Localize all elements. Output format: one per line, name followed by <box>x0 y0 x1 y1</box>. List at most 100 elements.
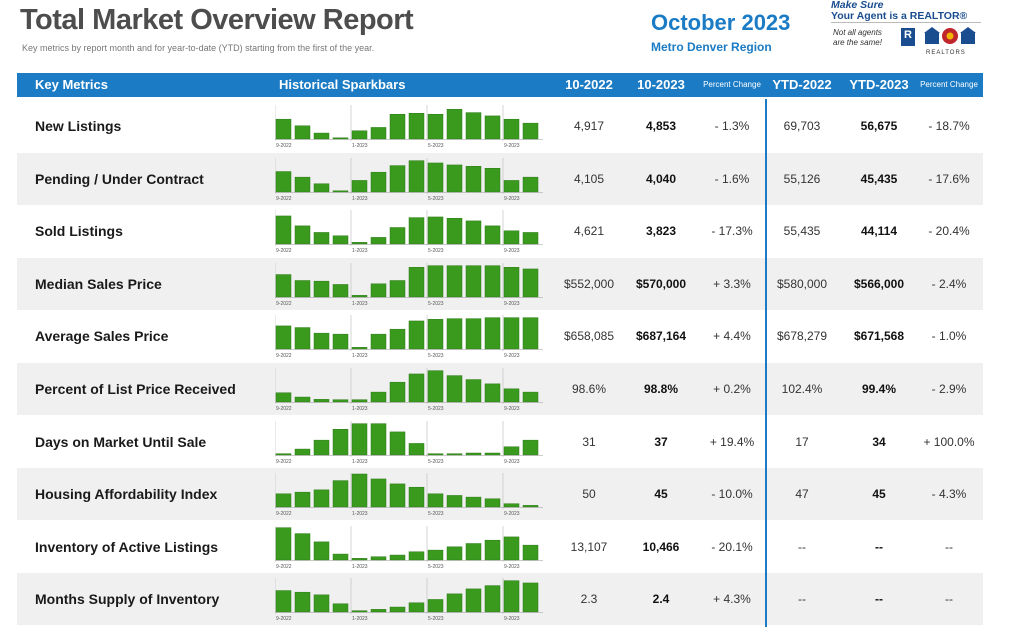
report-month: October 2023 <box>651 10 791 35</box>
sparkbar-bar <box>275 392 292 403</box>
brand-note-1: Not all agents <box>833 28 882 37</box>
value-period-1: 13,107 <box>570 539 608 554</box>
sparkbar-bar <box>332 553 349 561</box>
table-row: Median Sales Price 9-2022 1-2023 5-2023 9-20… <box>17 257 983 310</box>
sparkbar-bar <box>503 317 520 350</box>
value-percent-change: + 3.3% <box>713 276 751 291</box>
metric-name: Inventory of Active Listings <box>35 538 219 555</box>
table-row: Months Supply of Inventory 9-2022 1-2023 5-… <box>17 573 983 626</box>
metric-name: Sold Listings <box>35 223 123 240</box>
sparkbar-bar <box>522 439 539 455</box>
value-ytd-percent-change: - 18.7% <box>928 119 970 133</box>
value-ytd-percent-change: -- <box>945 592 953 607</box>
value-ytd-2: -- <box>875 592 883 607</box>
ytd-divider <box>765 99 767 627</box>
sparkbar-tick-label: 9-2023 <box>504 564 520 570</box>
value-ytd-2: 56,675 <box>860 119 898 133</box>
value-ytd-2: 34 <box>872 434 886 449</box>
value-period-2: 3,823 <box>645 224 677 239</box>
sparkbar-bar <box>522 232 539 245</box>
sparkbar-tick-label: 9-2022 <box>276 564 292 570</box>
value-period-2: 4,040 <box>645 171 677 186</box>
sparkbar-tick-label: 5-2023 <box>428 564 444 570</box>
sparkbar-tick-label: 9-2023 <box>504 459 520 465</box>
logo-roof-left <box>924 27 940 33</box>
sparkbar-bar <box>427 549 444 561</box>
value-ytd-2: $671,568 <box>853 329 905 344</box>
sparkbar-bar <box>503 536 520 561</box>
value-ytd-percent-change: - 20.4% <box>928 224 970 239</box>
sparkbar-bar <box>522 122 539 140</box>
sparkbar-bar <box>351 242 368 245</box>
sparkbar-bar <box>446 453 463 455</box>
sparkbar-bar <box>294 176 311 192</box>
sparkbar-tick-label: 9-2023 <box>504 143 520 149</box>
sparkbar-bar <box>503 230 520 245</box>
sparkbar-bar <box>522 268 539 298</box>
value-ytd-1: -- <box>798 592 806 607</box>
sparkbar-bar <box>484 225 501 245</box>
value-ytd-percent-change: - 1.0% <box>931 329 967 344</box>
sparkbar-tick-label: 1-2023 <box>352 616 368 622</box>
sparkbar-bar <box>427 162 444 192</box>
sparkbar-tick-label: 1-2023 <box>352 248 368 254</box>
sparkbar-bar <box>294 125 311 140</box>
value-period-1: $552,000 <box>563 276 615 291</box>
sparkbar-bar <box>389 329 406 350</box>
sparkbar-bar <box>446 546 463 561</box>
sparkbar-bar <box>522 391 539 403</box>
table-row: Pending / Under Contract 9-2022 1-2023 5-20… <box>17 152 983 205</box>
sparkbar-bar <box>313 280 330 298</box>
sparkbar-tick-label: 1-2023 <box>352 301 368 307</box>
value-ytd-percent-change: - 2.9% <box>931 382 967 396</box>
sparkbar-bar <box>351 130 368 140</box>
sparkbar-chart: 9-2022 1-2023 5-2023 9-2023 <box>275 473 543 517</box>
sparkbar-chart: 9-2022 1-2023 5-2023 9-2023 <box>275 315 543 359</box>
value-percent-change: - 10.0% <box>711 487 753 502</box>
value-ytd-1: $580,000 <box>776 276 828 291</box>
sparkbar-bar <box>351 557 368 561</box>
sparkbar-bar <box>408 321 425 350</box>
sparkbar-bar <box>351 179 368 192</box>
sparkbar-bar <box>294 592 311 613</box>
sparkbar-bar <box>313 541 330 561</box>
sparkbar-tick-label: 9-2022 <box>276 143 292 149</box>
brand-note-2: are the same! <box>833 38 882 47</box>
sparkbar-bar <box>370 478 387 508</box>
table-header: Key Metrics Historical Sparkbars 10-2022… <box>17 73 983 97</box>
sparkbar-bar <box>389 554 406 561</box>
value-period-2: 10,466 <box>642 539 680 554</box>
sparkbar-bar <box>484 167 501 192</box>
sparkbar-bar <box>332 480 349 508</box>
sparkbar-tick-label: 9-2022 <box>276 406 292 412</box>
sparkbar-bar <box>465 165 482 192</box>
sparkbar-bar <box>275 118 292 140</box>
realtor-r-logo: R <box>901 28 915 46</box>
value-ytd-2: 45,435 <box>860 171 898 186</box>
value-period-2: 98.8% <box>643 382 679 396</box>
sparkbar-bar <box>408 373 425 403</box>
sparkbar-bar <box>313 594 330 613</box>
sparkbar-bar <box>332 428 349 455</box>
sparkbar-bar <box>370 334 387 350</box>
sparkbar-tick-label: 9-2022 <box>276 196 292 202</box>
sparkbar-bar <box>465 318 482 350</box>
sparkbar-tick-label: 5-2023 <box>428 353 444 359</box>
sparkbar-bar <box>370 127 387 140</box>
value-percent-change: + 4.4% <box>713 329 751 344</box>
sparkbar-chart: 9-2022 1-2023 5-2023 9-2023 <box>275 578 543 622</box>
col-period-1: 10-2022 <box>565 77 613 92</box>
value-ytd-1: 102.4% <box>781 382 823 396</box>
value-period-1: 4,105 <box>573 171 605 186</box>
sparkbar-bar <box>503 446 520 455</box>
value-period-1: 98.6% <box>571 382 607 396</box>
value-period-1: 31 <box>582 434 596 449</box>
sparkbar-chart: 9-2022 1-2023 5-2023 9-2023 <box>275 210 543 254</box>
value-ytd-percent-change: - 4.3% <box>931 487 967 502</box>
sparkbar-bar <box>465 452 482 455</box>
sparkbar-bar <box>465 220 482 245</box>
col-key-metrics: Key Metrics <box>35 77 108 92</box>
sparkbar-bar <box>503 179 520 192</box>
sparkbar-bar <box>294 492 311 508</box>
sparkbar-bar <box>522 583 539 613</box>
